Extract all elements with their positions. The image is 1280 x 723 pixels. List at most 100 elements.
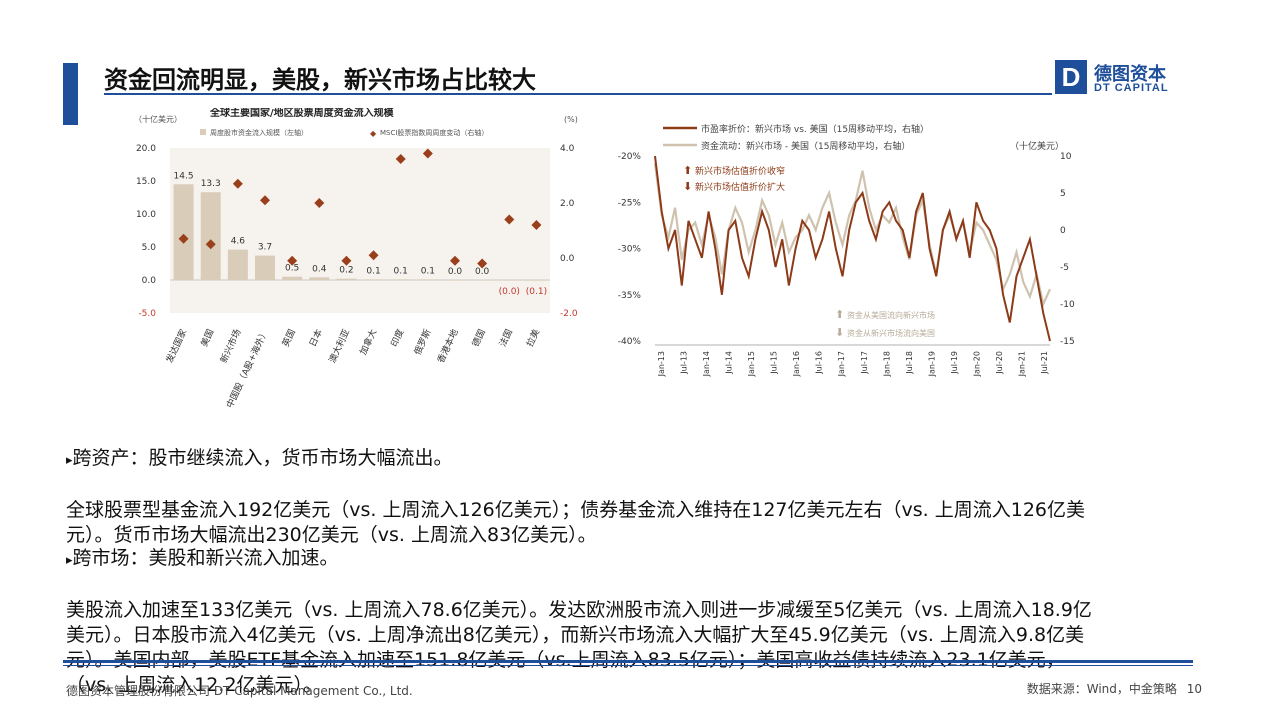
annotation-flow-to-em: 资金从美国流向新兴市场 xyxy=(847,310,935,320)
x-tick: Jan-18 xyxy=(882,351,891,377)
y-right-tick: 0.0 xyxy=(560,254,575,264)
bar-label: (0.0) xyxy=(499,287,520,297)
y-left-tick: 10.0 xyxy=(136,210,156,220)
y-left-tick: 0.0 xyxy=(142,276,157,286)
legend-bar-swatch xyxy=(200,129,206,135)
bar xyxy=(282,276,303,280)
bar xyxy=(200,192,221,280)
x-tick: Jan-16 xyxy=(792,351,801,377)
annotation-widen: 新兴市场估值折价扩大 xyxy=(695,181,785,193)
y-left-unit: （十亿美元） xyxy=(134,114,182,124)
x-tick: Jul-19 xyxy=(950,351,959,375)
diamond-point xyxy=(477,258,488,269)
bar-label: 0.1 xyxy=(366,266,380,276)
x-tick: Jan-14 xyxy=(702,351,711,377)
diamond-point xyxy=(287,255,298,266)
bar-label: 13.3 xyxy=(201,179,221,189)
x-tick: Jan-20 xyxy=(972,351,981,377)
section-paragraph: 全球股票型基金流入192亿美元（vs. 上周流入126亿美元）；债券基金流入维持… xyxy=(66,499,1086,546)
data-source: 数据来源：Wind，中金策略 xyxy=(1026,682,1177,696)
x-tick: Jan-21 xyxy=(1017,351,1026,377)
y-right-tick: -5 xyxy=(1060,263,1069,273)
diamond-point xyxy=(395,154,406,164)
legend-label-dark: 市盈率折价：新兴市场 vs. 美国（15周移动平均，右轴） xyxy=(701,123,929,135)
y-left-tick: 20.0 xyxy=(136,144,156,154)
valuation-flow-line-chart: 市盈率折价：新兴市场 vs. 美国（15周移动平均，右轴） 资金流动：新兴市场 -… xyxy=(605,108,1115,408)
legend-diamond-label: MSCI股票指数周周度变动（右轴） xyxy=(380,128,488,137)
x-tick: Jul-16 xyxy=(815,351,824,375)
fund-flow-bar-chart: 全球主要国家/地区股票周度资金流入规模 （十亿美元） (%) 周度股市资金流入规模（左… xyxy=(128,106,590,410)
category-tick: 澳大利亚 xyxy=(326,327,352,365)
x-tick: Jul-17 xyxy=(860,351,869,375)
logo-chinese-name: 德图资本 xyxy=(1094,64,1166,85)
plot-background xyxy=(170,148,550,313)
category-tick: 香港本地 xyxy=(435,327,461,365)
annotation-narrow: 新兴市场估值折价收窄 xyxy=(695,165,785,177)
section-heading: ▸跨市场：美股和新兴流入加速。 xyxy=(66,546,1216,573)
x-tick: Jan-19 xyxy=(927,351,936,377)
logo-english-name: DT CAPITAL xyxy=(1094,82,1169,94)
y-left-tick: -30% xyxy=(618,245,642,255)
category-tick: 美国 xyxy=(198,327,216,348)
x-tick: Jul-20 xyxy=(995,351,1004,375)
bar-label: 0.5 xyxy=(285,264,299,274)
bar xyxy=(363,279,384,280)
y-left-tick: -20% xyxy=(618,152,642,162)
bar-chart-svg: 全球主要国家/地区股票周度资金流入规模 （十亿美元） (%) 周度股市资金流入规模（左… xyxy=(134,106,578,410)
diamond-point xyxy=(341,255,352,266)
bar-label: 0.0 xyxy=(448,267,463,277)
footer-company: 德图资本管理股份有限公司 DT Capital Management Co., … xyxy=(66,684,413,698)
company-logo: D 德图资本 DT CAPITAL xyxy=(1055,60,1185,98)
x-tick: Jul-21 xyxy=(1040,351,1049,375)
bar xyxy=(526,280,547,281)
bar xyxy=(390,279,411,280)
annotation-arrow-down-icon: ⬇ xyxy=(683,180,692,193)
section-heading: ▸跨资产：股市继续流入，货币市场大幅流出。 xyxy=(66,446,1216,473)
x-tick: Jan-17 xyxy=(837,351,846,377)
footer-source: 数据来源：Wind，中金策略 10 xyxy=(1027,680,1202,697)
page-title: 资金回流明显，美股，新兴市场占比较大 xyxy=(104,66,536,94)
annotation-flow-to-us: 资金从新兴市场流向美国 xyxy=(847,328,935,338)
x-tick: Jul-14 xyxy=(725,351,734,375)
diamond-point xyxy=(422,148,433,159)
diamond-point xyxy=(232,178,243,189)
category-tick: 日本 xyxy=(307,327,325,348)
diamond-point xyxy=(368,250,379,261)
y-right-unit: （十亿美元） xyxy=(1010,140,1064,152)
legend-bar-label: 周度股市资金流入规模（左轴） xyxy=(210,128,308,137)
logo-mark-icon: D xyxy=(1055,60,1087,94)
bar xyxy=(336,278,357,280)
bar xyxy=(255,255,275,280)
diamond-point xyxy=(205,239,216,250)
diamond-point xyxy=(504,214,515,225)
bar xyxy=(173,184,194,280)
title-divider xyxy=(104,93,1052,95)
category-tick: 印度 xyxy=(388,327,406,348)
legend-diamond-swatch: ◆ xyxy=(370,129,377,138)
bar-label: 0.0 xyxy=(475,267,490,277)
bullet-arrow-icon: ▸ xyxy=(66,453,73,468)
bar-label: 14.5 xyxy=(174,171,194,181)
y-left-tick: -40% xyxy=(618,337,642,347)
y-right-tick: 4.0 xyxy=(560,144,575,154)
y-left-tick: 5.0 xyxy=(142,243,157,253)
footer-divider xyxy=(63,660,1193,663)
section-heading-text: 跨市场：美股和新兴流入加速。 xyxy=(72,547,339,569)
category-tick: 俄罗斯 xyxy=(411,327,433,357)
y-right-tick: 5 xyxy=(1060,189,1066,199)
y-left-tick: 15.0 xyxy=(136,177,156,187)
bar-label: 0.4 xyxy=(312,264,327,274)
y-right-tick: -10 xyxy=(1060,300,1075,310)
y-left-tick: -5.0 xyxy=(138,309,156,319)
section-cross-asset: ▸跨资产：股市继续流入，货币市场大幅流出。 全球股票型基金流入192亿美元（vs… xyxy=(66,421,1216,573)
series-pe-discount-line xyxy=(654,155,1051,342)
bar xyxy=(227,249,248,280)
x-tick: Jan-13 xyxy=(657,351,666,377)
bullet-arrow-icon: ▸ xyxy=(66,553,73,568)
bar xyxy=(417,279,438,280)
bar-label: 0.2 xyxy=(339,266,353,276)
page-number: 10 xyxy=(1186,682,1202,696)
category-tick: 拉美 xyxy=(524,327,542,348)
diamond-point xyxy=(178,233,189,244)
diamond-point xyxy=(314,198,325,208)
